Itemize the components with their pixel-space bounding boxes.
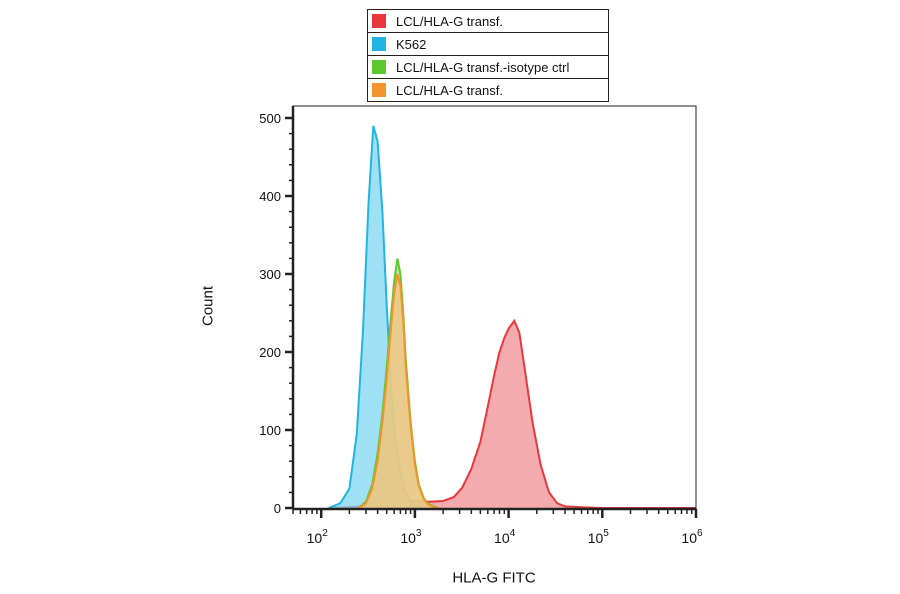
legend-item-1: K562	[368, 33, 608, 56]
legend-swatch	[372, 14, 386, 28]
legend: LCL/HLA-G transf. K562 LCL/HLA-G transf.-i…	[367, 9, 609, 102]
y-tick-label: 500	[259, 111, 281, 126]
y-tick-label: 400	[259, 189, 281, 204]
legend-swatch	[372, 83, 386, 97]
legend-item-2: LCL/HLA-G transf.-isotype ctrl	[368, 56, 608, 79]
x-tick-label: 105	[588, 528, 610, 546]
legend-label: LCL/HLA-G transf.-isotype ctrl	[396, 59, 570, 75]
legend-label: LCL/HLA-G transf.	[396, 82, 503, 98]
y-tick-label: 300	[259, 267, 281, 282]
y-tick-label: 0	[274, 501, 281, 516]
x-tick-label: 103	[400, 528, 422, 546]
legend-label: LCL/HLA-G transf.	[396, 13, 503, 29]
x-tick-label: 104	[494, 528, 516, 546]
histogram-series-group	[328, 125, 696, 509]
y-axis-label: Count	[199, 285, 217, 327]
series-line-3	[357, 273, 439, 509]
y-axis: 0 100 200 300 400 500	[259, 106, 295, 516]
y-tick-label: 100	[259, 423, 281, 438]
x-tick-label: 106	[681, 528, 703, 546]
legend-swatch	[372, 60, 386, 74]
x-axis: 102 103 104 105 106	[292, 507, 703, 546]
legend-label: K562	[396, 36, 427, 52]
x-axis-label: HLA-G FITC	[452, 569, 536, 587]
series-area-3	[358, 274, 439, 508]
series-area-0	[328, 320, 696, 508]
legend-item-3: LCL/HLA-G transf.	[368, 79, 608, 101]
x-tick-label: 102	[307, 528, 329, 546]
legend-swatch	[372, 37, 386, 51]
y-tick-label: 200	[259, 345, 281, 360]
legend-item-0: LCL/HLA-G transf.	[368, 10, 608, 33]
series-area-1	[328, 125, 419, 509]
